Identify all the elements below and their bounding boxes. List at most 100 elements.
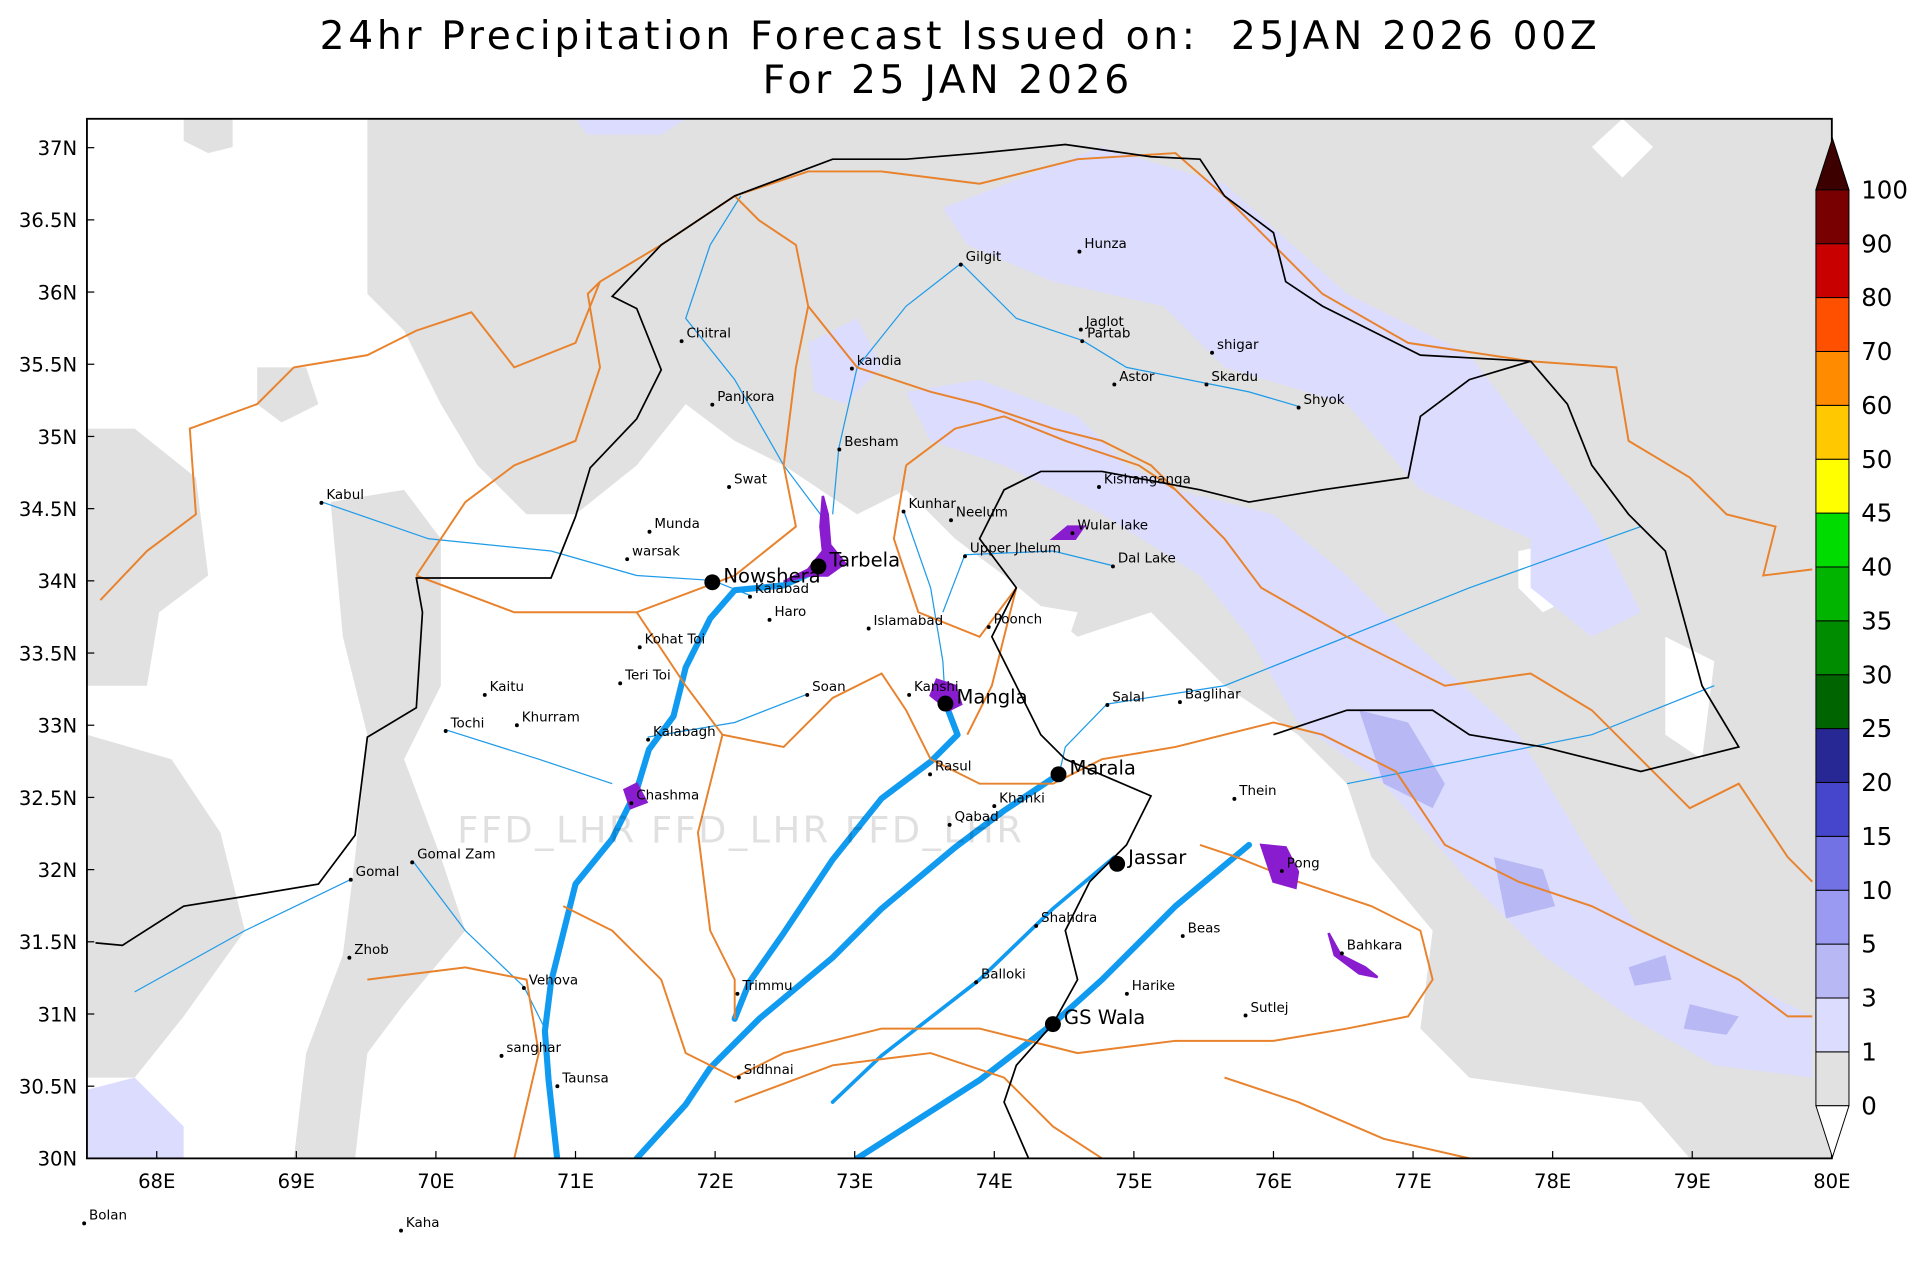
colorbar-under bbox=[1815, 1105, 1850, 1159]
place-label: Hunza bbox=[1084, 237, 1126, 252]
reservoir-dot bbox=[704, 574, 721, 591]
river bbox=[412, 860, 546, 1029]
station-dot bbox=[399, 1228, 403, 1233]
province-boundary bbox=[905, 415, 1177, 491]
x-tick-label: 75E bbox=[1115, 1170, 1152, 1193]
y-tick-label: 30.5N bbox=[19, 1076, 77, 1099]
colorbar-label: 10 bbox=[1861, 876, 1892, 905]
river bbox=[134, 878, 352, 993]
colorbar-label: 50 bbox=[1861, 445, 1892, 474]
y-tick-label: 35N bbox=[38, 426, 78, 449]
no-rain-area bbox=[183, 118, 233, 154]
station-dot bbox=[928, 772, 933, 777]
colorbar-label: 90 bbox=[1861, 229, 1892, 258]
place-label: Swat bbox=[734, 472, 767, 487]
x-tick-label: 68E bbox=[138, 1170, 175, 1193]
place-label: Bolan bbox=[89, 1209, 127, 1224]
station-dot bbox=[958, 262, 963, 267]
station-dot bbox=[319, 500, 324, 505]
province-boundary bbox=[367, 966, 540, 1159]
station-dot bbox=[986, 625, 991, 629]
place-label: shigar bbox=[1217, 338, 1259, 353]
station-dot bbox=[679, 339, 684, 344]
station-dot bbox=[1034, 923, 1039, 928]
province-boundary bbox=[635, 611, 1813, 1018]
place-label: Shyok bbox=[1303, 393, 1344, 408]
y-tick-label: 32N bbox=[38, 859, 78, 882]
place-label: Poonch bbox=[994, 612, 1043, 627]
colorbar-label: 15 bbox=[1861, 822, 1892, 851]
station-dot bbox=[1232, 796, 1237, 801]
river-main bbox=[830, 855, 1117, 1104]
colorbar-label: 40 bbox=[1861, 553, 1892, 582]
station-dot bbox=[646, 737, 651, 742]
place-label: Tarbela bbox=[828, 548, 900, 571]
colorbar-swatch bbox=[1815, 781, 1850, 837]
rain-1-3 bbox=[808, 318, 882, 405]
x-tick-label: 77E bbox=[1394, 1170, 1431, 1193]
subtitle: For 25 JAN 2026 bbox=[763, 58, 1133, 103]
river bbox=[1346, 685, 1715, 785]
station-dot bbox=[521, 986, 526, 990]
watermark: FFD_LHR FFD_LHR FFD_LHR bbox=[457, 808, 1024, 851]
colorbar-over bbox=[1815, 136, 1850, 191]
place-label: Khanki bbox=[999, 791, 1045, 806]
station-dot bbox=[974, 980, 979, 985]
colorbar-label: 100 bbox=[1861, 175, 1908, 204]
reservoir-shape bbox=[1049, 525, 1087, 541]
place-label: Khurram bbox=[522, 711, 580, 726]
place-label: Jaglot bbox=[1085, 315, 1124, 330]
place-label: Thein bbox=[1238, 784, 1276, 799]
place-label: sanghar bbox=[506, 1041, 561, 1056]
place-label: Munda bbox=[654, 517, 699, 532]
reservoir-shape bbox=[1259, 843, 1300, 890]
place-label: GS Wala bbox=[1064, 1006, 1145, 1029]
rain-1-3 bbox=[575, 118, 686, 135]
colorbar-label: 80 bbox=[1861, 283, 1892, 312]
y-tick-label: 30N bbox=[38, 1148, 78, 1171]
place-label: warsak bbox=[632, 545, 680, 560]
no-rain-area bbox=[293, 489, 466, 1159]
colorbar-label: 25 bbox=[1861, 714, 1892, 743]
y-tick-label: 34.5N bbox=[19, 498, 77, 521]
colorbar-swatch bbox=[1815, 728, 1850, 783]
place-label: Neelum bbox=[956, 506, 1008, 521]
province-boundary bbox=[415, 195, 810, 614]
place-label: Shahdra bbox=[1041, 911, 1097, 926]
rain-3-5 bbox=[1628, 955, 1672, 986]
station-dot bbox=[736, 1075, 741, 1080]
place-label: Bahkara bbox=[1347, 939, 1403, 954]
colorbar-label: 70 bbox=[1861, 337, 1892, 366]
colorbar-swatch bbox=[1815, 404, 1850, 460]
station-dot bbox=[727, 485, 732, 489]
reservoir-shape bbox=[783, 495, 847, 583]
river-main bbox=[854, 841, 1253, 1159]
station-dot bbox=[1112, 382, 1117, 387]
reservoir-shape bbox=[929, 678, 963, 712]
x-tick-label: 70E bbox=[417, 1170, 454, 1193]
station-dot bbox=[837, 447, 842, 452]
y-tick-label: 37N bbox=[38, 137, 78, 160]
station-dot bbox=[625, 557, 630, 562]
place-label: Dal Lake bbox=[1118, 552, 1176, 567]
station-dot bbox=[410, 860, 415, 865]
international-boundary bbox=[95, 143, 1531, 1159]
y-tick-label: 34N bbox=[38, 570, 78, 593]
colorbar-swatch bbox=[1815, 997, 1850, 1053]
colorbar-swatch bbox=[1815, 889, 1850, 945]
y-tick-label: 33.5N bbox=[19, 642, 77, 665]
y-tick-label: 31N bbox=[38, 1003, 78, 1026]
reservoir-dot bbox=[1109, 855, 1126, 872]
place-label: Panjkora bbox=[717, 390, 774, 405]
province-boundary bbox=[696, 734, 736, 1019]
place-label: Mangla bbox=[956, 686, 1027, 709]
station-dot bbox=[949, 518, 953, 523]
colorbar-swatch bbox=[1815, 189, 1850, 245]
reservoir-dot bbox=[1044, 1016, 1061, 1033]
place-label: Kunhar bbox=[908, 497, 956, 512]
station-dot bbox=[1177, 700, 1182, 705]
colorbar-label: 45 bbox=[1861, 499, 1892, 528]
x-tick-label: 76E bbox=[1255, 1170, 1292, 1193]
station-dot bbox=[849, 366, 854, 371]
